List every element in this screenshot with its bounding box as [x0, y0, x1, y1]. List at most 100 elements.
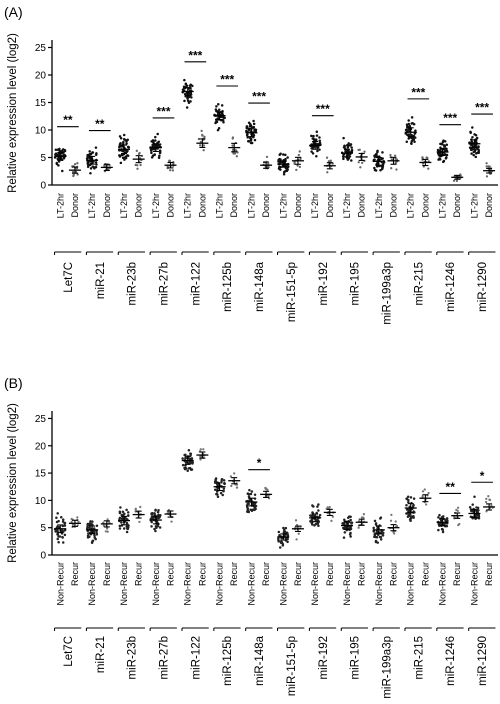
data-point	[326, 171, 329, 174]
significance-label: ***	[443, 111, 457, 125]
data-point	[89, 171, 92, 175]
data-point	[136, 167, 139, 170]
x-group-label: Recur	[389, 562, 399, 586]
category-label: miR-192	[318, 262, 330, 305]
data-point	[216, 128, 220, 132]
data-point	[245, 134, 249, 137]
category-label: miR-1246	[445, 636, 457, 686]
data-point	[407, 514, 410, 518]
data-point	[215, 492, 218, 496]
data-point	[63, 533, 67, 537]
data-point	[171, 169, 175, 172]
data-point	[121, 510, 125, 513]
data-point	[252, 119, 255, 123]
x-group-label: LT-2hr	[406, 193, 416, 218]
data-point	[311, 523, 314, 526]
data-point	[282, 526, 285, 530]
data-point	[189, 92, 193, 95]
data-point	[468, 505, 472, 509]
data-point	[407, 512, 411, 516]
data-point	[298, 150, 301, 153]
data-point	[472, 150, 476, 154]
data-point	[390, 513, 393, 517]
data-point	[310, 150, 313, 153]
data-point	[298, 165, 302, 169]
data-point	[286, 540, 289, 544]
data-point	[295, 523, 299, 527]
data-point	[389, 153, 392, 157]
category-label: miR-21	[95, 262, 107, 299]
data-point	[407, 500, 410, 504]
data-point	[118, 154, 121, 157]
data-point	[155, 526, 158, 529]
data-point	[231, 144, 234, 147]
data-point	[411, 505, 415, 508]
data-point	[282, 172, 286, 176]
x-group-label: Donor	[70, 193, 80, 218]
data-point	[203, 135, 206, 138]
x-group-label: Donor	[420, 193, 430, 218]
data-point	[71, 170, 75, 174]
data-point	[405, 123, 409, 126]
data-point	[374, 539, 378, 543]
data-point	[88, 526, 91, 529]
data-point	[346, 146, 350, 149]
data-point	[185, 106, 189, 109]
data-point	[315, 130, 319, 134]
data-point	[350, 148, 354, 152]
data-point	[63, 528, 67, 532]
data-point	[170, 520, 173, 523]
data-point	[95, 533, 99, 536]
data-point	[395, 525, 399, 528]
data-point	[253, 503, 256, 506]
data-point	[452, 179, 456, 182]
data-point	[217, 126, 221, 130]
significance-label: *	[257, 456, 262, 470]
category-label: miR-151-5p	[286, 262, 298, 322]
data-point	[85, 157, 89, 160]
data-point	[183, 78, 186, 82]
data-point	[63, 521, 67, 525]
data-point	[70, 517, 73, 521]
data-point	[235, 155, 238, 158]
data-point	[373, 166, 376, 170]
data-point	[421, 156, 424, 159]
data-point	[57, 519, 60, 523]
data-point	[469, 130, 472, 134]
data-point	[220, 478, 224, 481]
data-point	[57, 541, 60, 544]
data-point	[232, 152, 235, 155]
data-point	[91, 520, 94, 523]
data-point	[245, 504, 249, 507]
data-point	[151, 512, 154, 515]
data-point	[317, 524, 320, 527]
data-point	[54, 530, 57, 533]
y-tick-label: 0	[40, 551, 46, 562]
data-point	[349, 521, 353, 524]
data-point	[187, 449, 191, 452]
data-point	[277, 530, 281, 534]
data-point	[153, 527, 156, 531]
x-group-label: Non-Recur	[151, 562, 161, 606]
data-point	[412, 497, 416, 500]
x-group-label: Non-Recur	[215, 562, 225, 606]
data-point	[485, 497, 488, 501]
data-point	[475, 506, 478, 509]
data-point	[413, 140, 416, 143]
x-group-label: Recur	[197, 562, 207, 586]
data-point	[56, 537, 59, 541]
category-label: miR-1246	[445, 262, 457, 312]
significance-label: ***	[252, 90, 266, 104]
data-point	[134, 163, 137, 167]
x-group-label: LT-2hr	[215, 193, 225, 218]
data-point	[471, 136, 474, 139]
data-point	[474, 155, 477, 159]
data-point	[122, 137, 126, 141]
data-point	[188, 84, 192, 87]
data-point	[125, 530, 129, 534]
data-point	[94, 146, 98, 149]
significance-label: ***	[316, 102, 330, 116]
data-point	[126, 145, 130, 149]
data-point	[381, 151, 384, 154]
